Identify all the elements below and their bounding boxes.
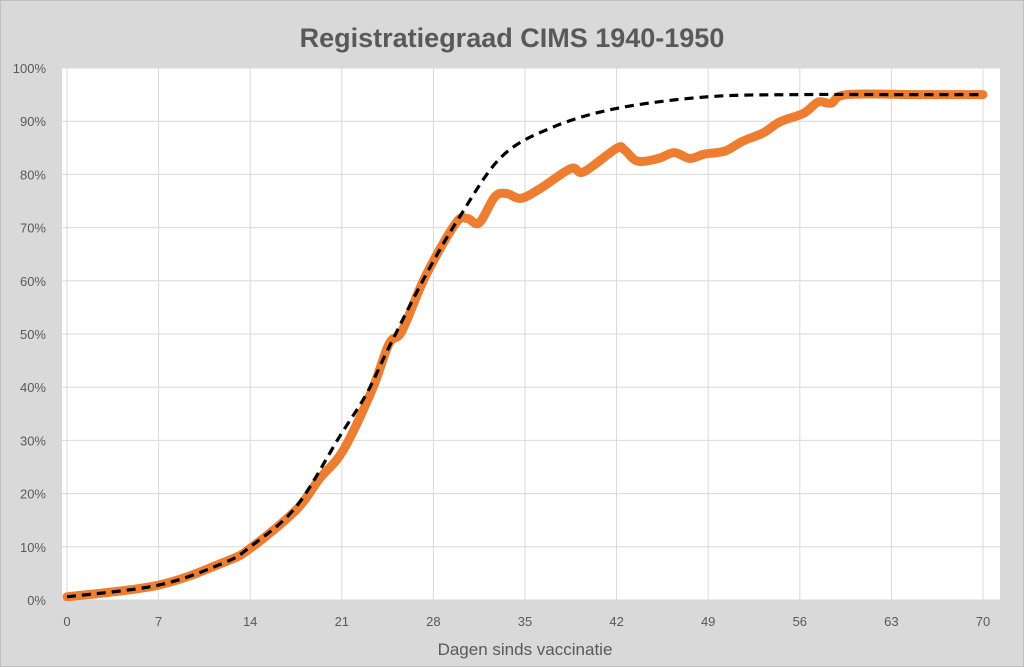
- y-tick-label: 60%: [20, 274, 46, 289]
- x-tick-label: 42: [609, 614, 623, 629]
- y-tick-label: 30%: [20, 433, 46, 448]
- series-group: [62, 89, 988, 602]
- series-line-solid: [62, 89, 988, 602]
- x-tick-label: 70: [976, 614, 990, 629]
- x-tick-label: 28: [426, 614, 440, 629]
- x-tick-label: 35: [518, 614, 532, 629]
- y-tick-label: 70%: [20, 221, 46, 236]
- x-axis-label: Dagen sinds vaccinatie: [438, 640, 613, 659]
- y-axis-ticks: 0% 10% 20% 30% 40% 50% 60% 70% 80% 90% 100%: [13, 61, 47, 608]
- y-tick-label: 80%: [20, 167, 46, 182]
- y-tick-label: 20%: [20, 487, 46, 502]
- x-tick-label: 56: [793, 614, 807, 629]
- y-tick-label: 50%: [20, 327, 46, 342]
- y-tick-label: 10%: [20, 540, 46, 555]
- x-tick-label: 49: [701, 614, 715, 629]
- y-tick-label: 0%: [27, 593, 46, 608]
- chart-title: Registratiegraad CIMS 1940-1950: [300, 23, 725, 53]
- gridlines: [62, 67, 1000, 601]
- series-line-dashed: [66, 92, 983, 599]
- y-tick-label: 100%: [13, 61, 47, 76]
- x-tick-label: 0: [63, 614, 70, 629]
- x-axis-ticks: 0 7 14 21 28 35 42 49 56 63 70: [63, 614, 990, 629]
- y-tick-label: 40%: [20, 380, 46, 395]
- x-tick-label: 7: [155, 614, 162, 629]
- y-tick-label: 90%: [20, 114, 46, 129]
- x-tick-label: 14: [243, 614, 257, 629]
- x-tick-label: 63: [884, 614, 898, 629]
- x-tick-label: 21: [335, 614, 349, 629]
